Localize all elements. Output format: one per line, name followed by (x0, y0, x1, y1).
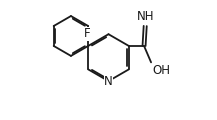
Text: NH: NH (136, 10, 154, 23)
Text: N: N (104, 75, 113, 88)
Text: OH: OH (152, 64, 170, 77)
Text: F: F (84, 27, 90, 40)
